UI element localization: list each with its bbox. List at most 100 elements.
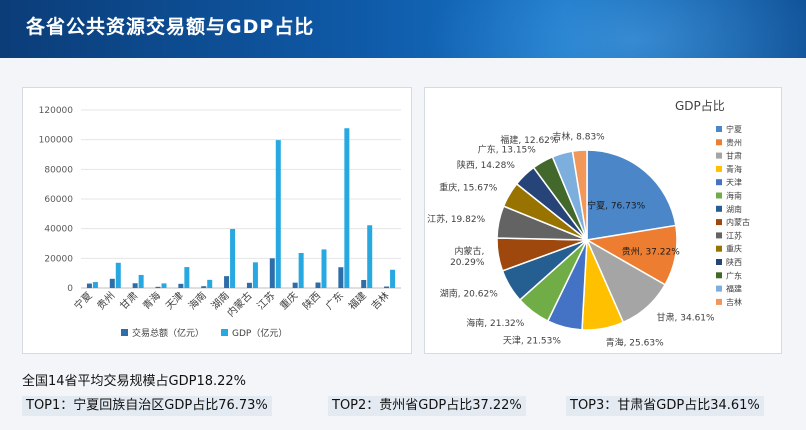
bar-trade [224, 276, 230, 288]
pie-data-label: 贵州, 37.22% [622, 246, 680, 258]
y-tick-label: 40000 [44, 225, 73, 235]
top3-badge: TOP3：甘肃省GDP占比34.61% [566, 396, 764, 416]
bar-trade [384, 286, 390, 288]
legend-swatch [716, 152, 722, 159]
legend-label: 甘肃 [726, 151, 742, 161]
legend-label: 福建 [726, 284, 742, 294]
bar-chart-panel: 0 20000 40000 60000 80000 100000 120000 宁夏 贵州 甘肃青… [22, 87, 412, 354]
bar-gdp [252, 262, 258, 288]
x-tick-label: 甘肃 [117, 289, 140, 312]
bar-trade [109, 278, 115, 288]
legend-swatch [716, 298, 722, 305]
top2-badge: TOP2：贵州省GDP占比37.22% [328, 396, 526, 416]
legend-label: 广东 [726, 270, 742, 280]
pie-data-label: 宁夏, 76.73% [587, 200, 645, 212]
legend-label: 湖南 [726, 204, 742, 214]
pie-data-label: 青海, 25.63% [606, 336, 664, 348]
pie-data-label: 福建, 12.62% [500, 134, 558, 146]
bar-gdp [184, 267, 190, 288]
legend-label: 陕西 [726, 257, 742, 267]
bar-trade [338, 267, 344, 288]
legend-swatch [716, 219, 722, 226]
legend-swatch [121, 329, 128, 336]
bar-gdp [298, 252, 304, 288]
x-tick-label: 陕西 [300, 289, 323, 312]
pie-data-label: 甘肃, 34.61% [657, 311, 715, 323]
legend-swatch [716, 205, 722, 212]
y-tick-label: 100000 [39, 136, 74, 146]
bar-trade [155, 286, 161, 288]
bar-gdp [207, 279, 213, 288]
legend-swatch [716, 126, 722, 132]
bar-trade [178, 283, 184, 288]
legend-swatch [716, 285, 722, 292]
y-tick-label: 60000 [44, 195, 73, 205]
y-tick-label: 0 [67, 284, 73, 294]
bar-gdp [230, 228, 236, 288]
bar-gdp [92, 282, 98, 288]
legend-label: 青海 [726, 164, 742, 174]
header-banner: 各省公共资源交易额与GDP占比 [0, 0, 806, 58]
pie-data-label: 江苏, 19.82% [427, 213, 485, 225]
pie-slice-0 [586, 149, 677, 241]
legend-swatch [221, 329, 228, 336]
legend-label: GDP（亿元） [232, 327, 287, 339]
x-tick-label: 福建 [346, 289, 369, 312]
pie-title: GDP占比 [675, 98, 725, 113]
bar-gdp [275, 140, 281, 288]
bar-trade [361, 279, 367, 288]
header-glow [426, 0, 806, 58]
bar-gdp [161, 283, 167, 288]
pie-data-label: 天津, 21.53% [503, 336, 561, 347]
bar-gdp [367, 225, 373, 288]
legend-swatch [716, 245, 722, 252]
top1-badge: TOP1：宁夏回族自治区GDP占比76.73% [22, 396, 272, 416]
y-tick-label: 20000 [44, 254, 73, 264]
pie-data-label: 湖南, 20.62% [440, 287, 498, 299]
bar-gdp [115, 262, 121, 288]
legend-swatch [716, 179, 722, 186]
pie-data-label: 广东, 13.15% [478, 143, 536, 155]
legend-label: 吉林 [726, 297, 742, 307]
bar-trade [201, 286, 207, 288]
x-tick-label: 内蒙古 [224, 289, 254, 319]
bar-trade [246, 282, 252, 288]
bar-trade [292, 282, 298, 288]
bar-chart: 0 20000 40000 60000 80000 100000 120000 宁夏 贵州 甘肃青… [39, 106, 401, 339]
pie-chart-panel: GDP占比宁夏, 76.73% 贵州, 37.22% 甘肃, 34.61% 青海, 2… [424, 87, 782, 354]
legend-swatch [716, 192, 722, 199]
x-tick-label: 广东 [323, 289, 346, 312]
bar-gdp [321, 249, 327, 288]
pie-data-label: 陕西, 14.28% [457, 159, 515, 171]
bar-trade [315, 282, 321, 288]
page-title: 各省公共资源交易额与GDP占比 [26, 16, 315, 38]
x-tick-label: 吉林 [368, 289, 391, 312]
bar-trade [269, 258, 275, 288]
x-tick-label: 重庆 [277, 289, 300, 312]
bar-gdp [138, 274, 144, 288]
y-tick-label: 120000 [39, 106, 74, 116]
legend-swatch [716, 139, 722, 146]
legend-label: 江苏 [726, 230, 742, 240]
bar-trade [86, 283, 92, 288]
bar-gdp [344, 128, 350, 288]
x-tick-label: 贵州 [94, 289, 117, 312]
legend-label: 内蒙古 [726, 217, 750, 227]
summary-text: 全国14省平均交易规模占GDP18.22% [22, 374, 247, 389]
legend-label: 宁夏 [726, 124, 742, 134]
legend-label: 交易总额（亿元） [132, 327, 204, 339]
pie-data-label: 吉林, 8.83% [552, 130, 605, 142]
x-tick-label: 青海 [140, 289, 163, 312]
pie-slice-13 [571, 149, 588, 241]
bar-gdp [390, 269, 396, 288]
pie-data-label: 海南, 21.32% [466, 317, 524, 329]
legend-label: 重庆 [726, 244, 742, 254]
x-tick-label: 海南 [186, 289, 209, 312]
legend-swatch [716, 165, 722, 172]
x-tick-label: 江苏 [254, 289, 277, 312]
pie-data-label: 内蒙古, 20.29% [450, 245, 485, 268]
legend-swatch [716, 232, 722, 239]
legend-label: 海南 [726, 191, 742, 201]
bar-trade [132, 283, 138, 288]
